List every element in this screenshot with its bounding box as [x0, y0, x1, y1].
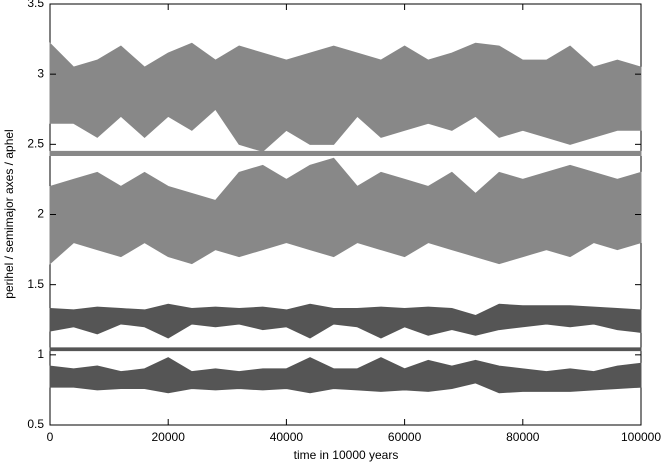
band — [49, 357, 642, 394]
y-tick-label: 3.5 — [27, 0, 44, 10]
x-axis-label: time in 10000 years — [294, 448, 399, 462]
band — [49, 157, 642, 265]
y-axis-label: perihel / semimajor axes / aphel — [2, 129, 16, 298]
x-tick-label: 20000 — [152, 430, 186, 444]
x-tick-label: 40000 — [270, 430, 304, 444]
y-tick-label: 0.5 — [27, 417, 44, 431]
y-tick-label: 2 — [37, 207, 44, 221]
band — [49, 42, 642, 152]
band — [49, 303, 642, 339]
x-tick-label: 0 — [47, 430, 54, 444]
x-tick-label: 100000 — [621, 430, 661, 444]
band — [49, 150, 642, 157]
band — [49, 347, 642, 352]
x-tick-label: 80000 — [506, 430, 540, 444]
y-tick-label: 1 — [37, 347, 44, 361]
y-tick-label: 3 — [37, 66, 44, 80]
y-tick-label: 1.5 — [27, 277, 44, 291]
y-tick-label: 2.5 — [27, 137, 44, 151]
x-tick-label: 60000 — [388, 430, 422, 444]
